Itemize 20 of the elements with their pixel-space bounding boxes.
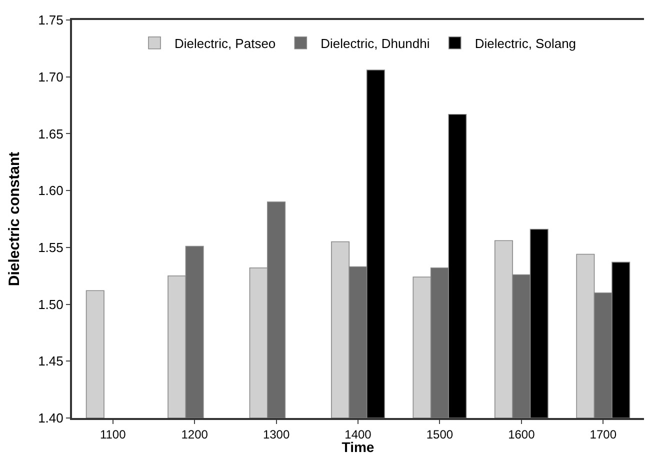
y-tick-label: 1.60 [38,183,64,198]
y-tick-label: 1.55 [38,240,64,255]
x-tick-label: 1500 [426,427,454,442]
x-tick-label: 1300 [262,427,290,442]
y-tick-label: 1.65 [38,126,64,142]
x-axis-title: Time [342,439,374,455]
y-tick-label: 1.40 [38,410,64,426]
x-tick-label: 1400 [344,427,372,442]
y-tick-label: 1.75 [38,12,64,28]
legend-label: Dielectric, Solang [474,36,576,51]
legend-label: Dielectric, Dhundhi [320,36,430,51]
x-tick-label: 1600 [508,427,536,442]
y-axis-title: Dielectric constant [6,152,23,286]
y-tick-label: 1.70 [38,69,64,84]
y-tick-label: 1.50 [38,296,64,312]
x-tick-label: 1700 [590,427,617,442]
y-tick-label: 1.45 [38,354,64,369]
x-tick-label: 1100 [100,427,126,442]
x-tick-label: 1200 [181,427,208,442]
legend-label: Dielectric, Patseo [174,36,276,51]
